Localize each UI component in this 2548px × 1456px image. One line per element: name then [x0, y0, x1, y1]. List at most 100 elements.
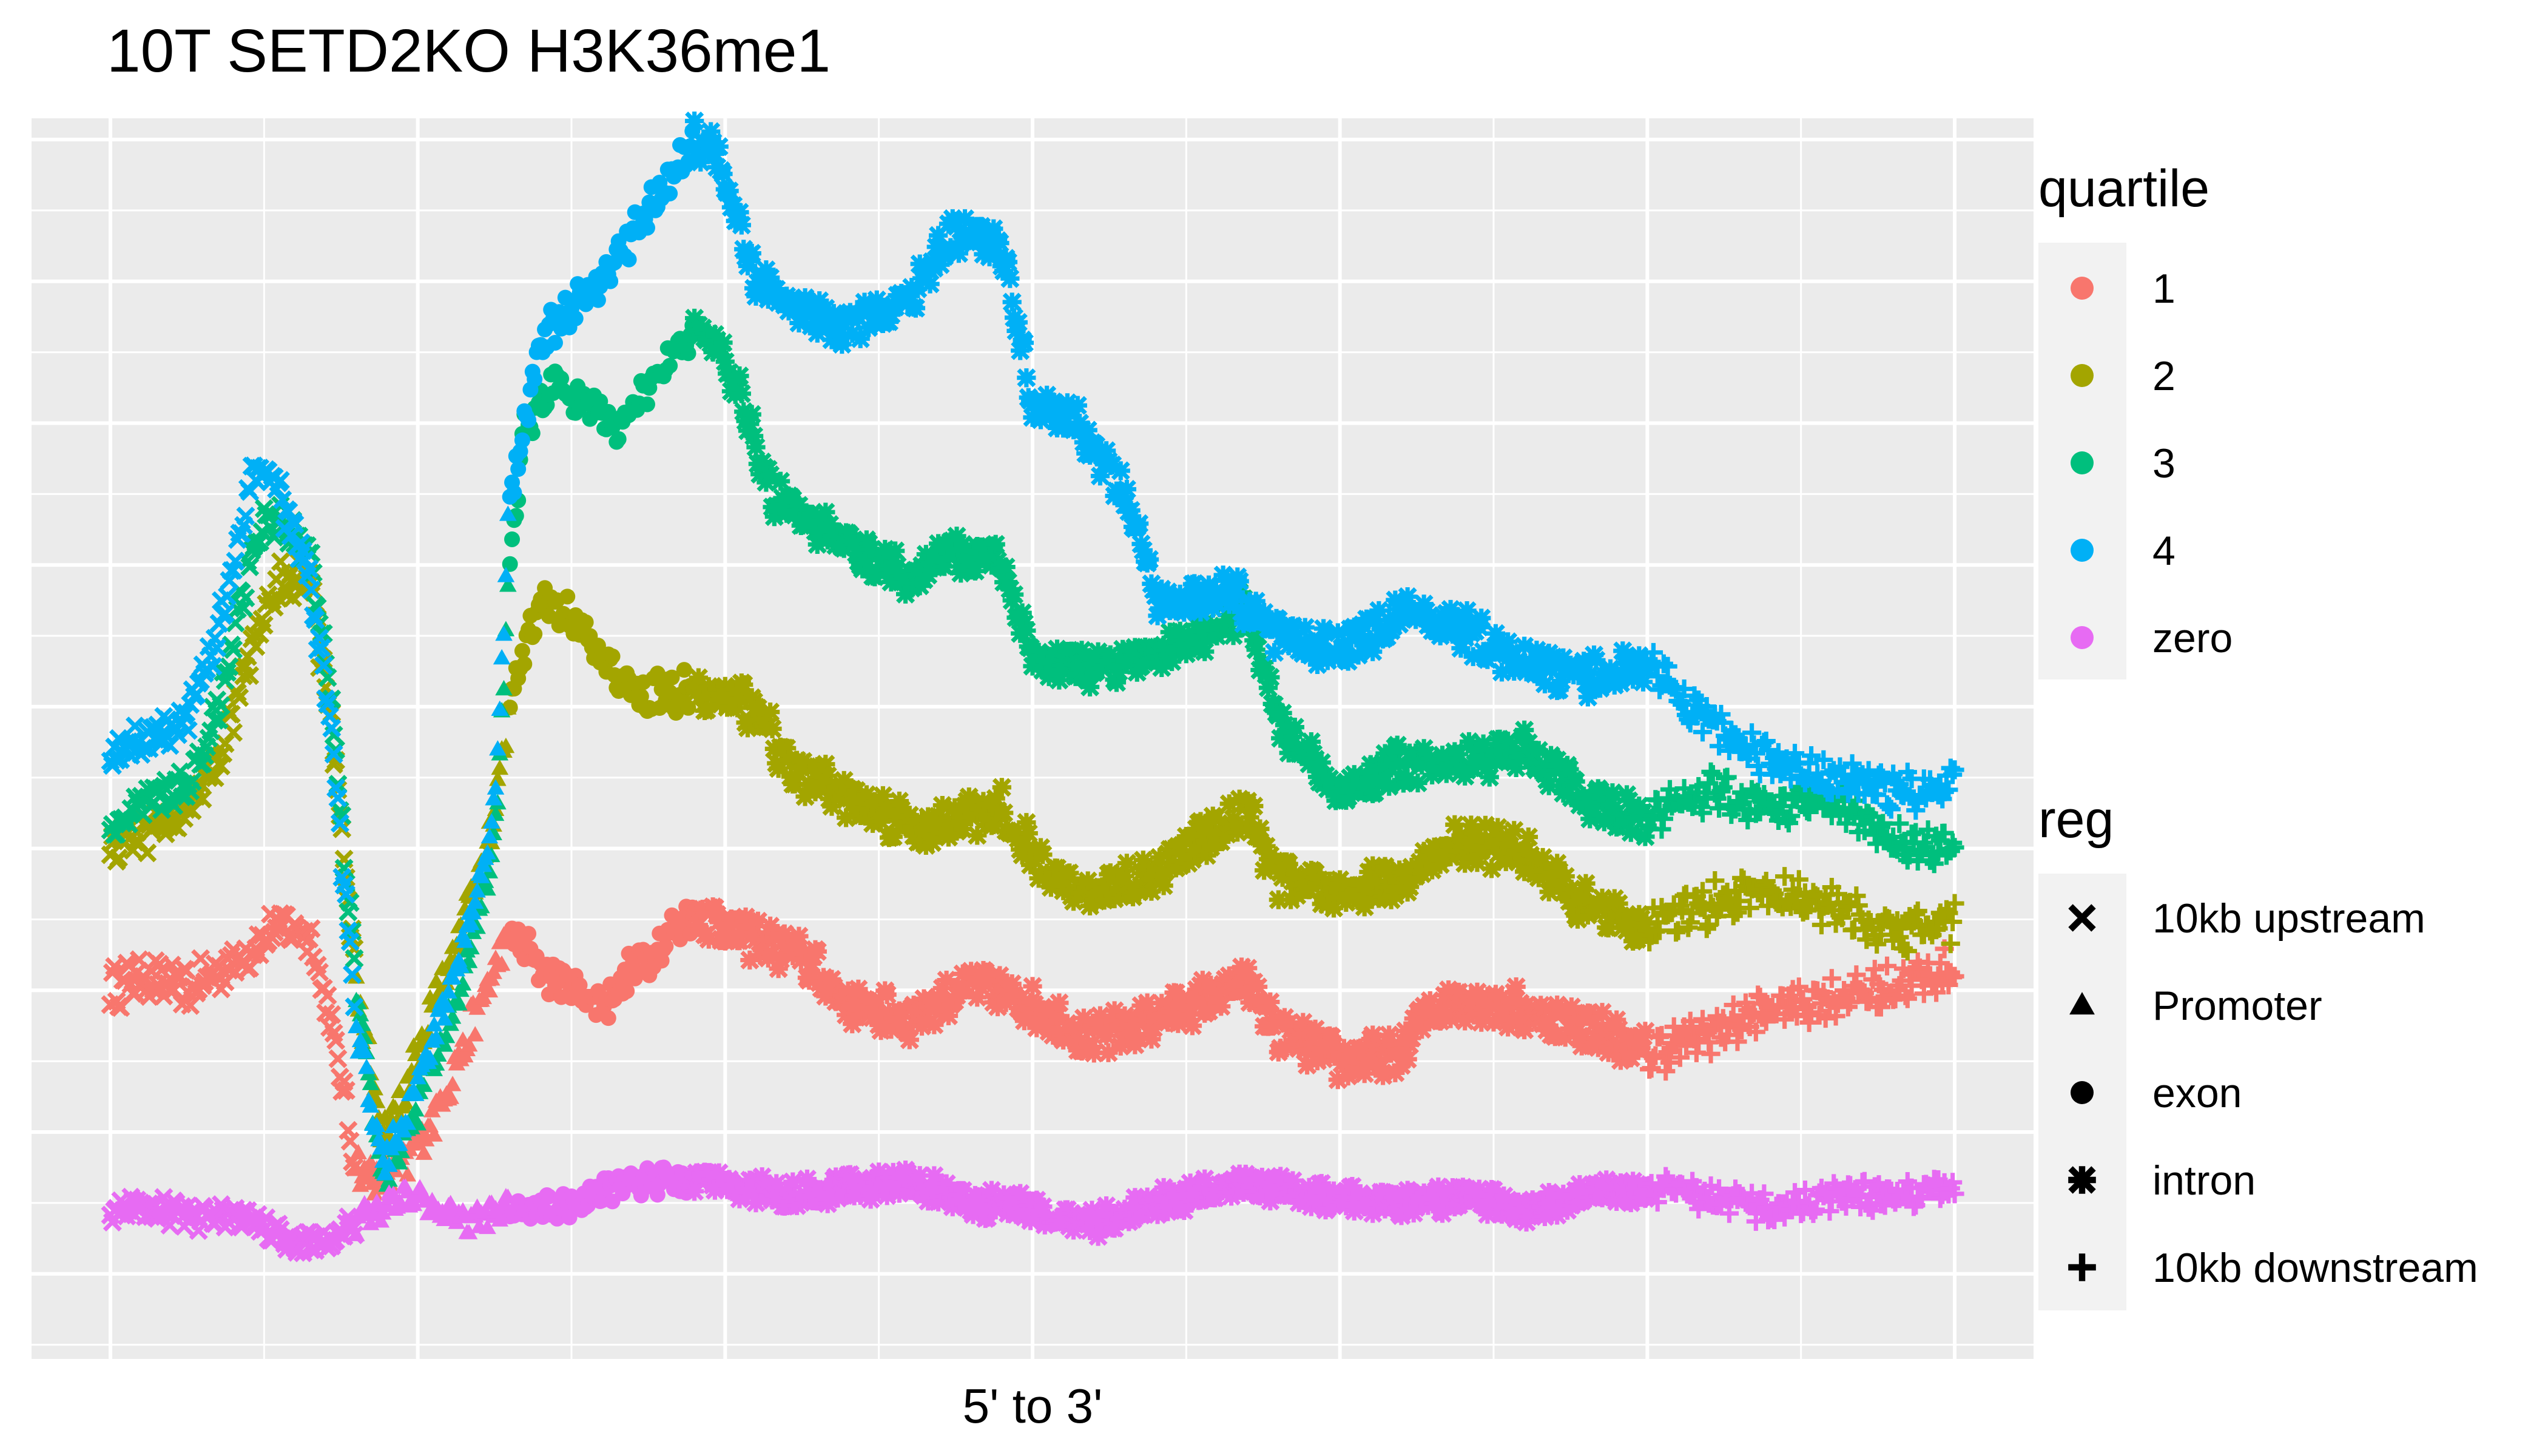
data-point — [1074, 647, 1094, 667]
data-point — [1930, 954, 1950, 973]
data-point — [1814, 750, 1833, 769]
data-point — [1705, 871, 1725, 891]
data-point — [168, 818, 187, 838]
data-point — [1537, 861, 1557, 881]
data-point — [1633, 802, 1653, 822]
data-point — [1380, 777, 1399, 796]
data-point — [699, 929, 718, 949]
data-point — [662, 357, 678, 374]
data-point — [639, 396, 655, 413]
legend-quartile-label: 3 — [2152, 440, 2176, 487]
data-point — [1574, 1028, 1594, 1048]
data-point — [1855, 1171, 1874, 1191]
data-point — [1484, 1181, 1503, 1200]
data-point — [1893, 939, 1913, 958]
data-point — [1142, 881, 1161, 901]
data-point — [168, 725, 187, 744]
data-point — [1195, 642, 1215, 661]
data-point — [368, 1116, 386, 1133]
data-point — [761, 268, 780, 288]
data-point — [521, 412, 537, 428]
data-point — [1090, 467, 1110, 486]
data-point — [1181, 1173, 1200, 1193]
data-point — [1890, 814, 1909, 834]
data-point — [1152, 658, 1171, 677]
data-point — [912, 1016, 932, 1036]
data-point — [421, 1050, 439, 1065]
data-point — [1545, 1027, 1565, 1046]
data-point — [932, 979, 952, 998]
data-point — [220, 657, 239, 676]
data-point — [1701, 1044, 1721, 1063]
data-point — [1611, 673, 1631, 693]
data-point — [1873, 814, 1893, 833]
data-point — [1255, 652, 1274, 672]
data-point — [1529, 663, 1548, 682]
data-point — [322, 1005, 342, 1024]
legend-quartile-item: 3 — [2071, 440, 2176, 487]
data-point — [1017, 368, 1036, 388]
data-point — [877, 799, 897, 818]
data-point — [824, 977, 843, 997]
data-point — [1343, 783, 1362, 802]
data-point — [742, 405, 761, 424]
data-point — [1258, 678, 1278, 698]
data-point — [757, 473, 776, 492]
data-point — [713, 333, 733, 352]
data-point — [491, 759, 509, 775]
data-point — [1398, 769, 1417, 788]
data-point — [376, 1165, 394, 1181]
data-point — [1865, 960, 1884, 979]
data-point — [314, 656, 333, 675]
data-point — [340, 1131, 360, 1151]
data-point — [886, 297, 905, 317]
data-point — [1619, 791, 1639, 811]
legend-key-dot — [2071, 451, 2094, 474]
data-point — [1670, 1048, 1690, 1067]
data-point — [795, 1188, 815, 1208]
data-point — [1475, 815, 1495, 835]
data-point — [310, 962, 329, 982]
data-point — [744, 426, 764, 446]
data-point — [886, 541, 905, 561]
data-point — [495, 625, 513, 641]
data-point — [1586, 650, 1606, 670]
data-point — [1775, 867, 1795, 886]
data-point — [925, 1015, 944, 1034]
data-point — [1781, 806, 1801, 826]
data-point — [1175, 1201, 1194, 1220]
data-point — [816, 755, 835, 774]
data-point — [1375, 857, 1395, 876]
data-point — [984, 815, 1003, 835]
data-point — [1472, 608, 1491, 628]
data-point — [1054, 419, 1073, 438]
data-point — [871, 1020, 891, 1040]
legend-quartile-item: zero — [2071, 615, 2233, 661]
data-point — [215, 604, 235, 623]
data-point — [1621, 823, 1640, 842]
data-point — [273, 490, 292, 510]
data-point — [1365, 783, 1384, 802]
data-point — [454, 975, 472, 991]
legend-reg-item: 10kb downstream — [2068, 1245, 2478, 1291]
data-point — [1328, 1070, 1347, 1090]
data-point — [1033, 1197, 1053, 1216]
data-point — [1312, 753, 1331, 772]
data-point — [1486, 752, 1505, 772]
data-point — [658, 939, 674, 955]
data-point — [246, 637, 266, 656]
data-point — [691, 152, 710, 172]
legend-reg-label: 10kb upstream — [2152, 895, 2425, 942]
data-point — [795, 288, 815, 308]
data-point — [1094, 891, 1114, 910]
data-point — [553, 371, 570, 387]
data-point — [1125, 638, 1145, 657]
data-point — [851, 329, 870, 348]
data-point — [1945, 966, 1964, 986]
data-series — [101, 111, 1964, 1262]
data-point — [1170, 856, 1190, 875]
legend-key-plus-icon — [2068, 1253, 2096, 1281]
data-point — [336, 885, 356, 904]
data-point — [1160, 622, 1179, 642]
